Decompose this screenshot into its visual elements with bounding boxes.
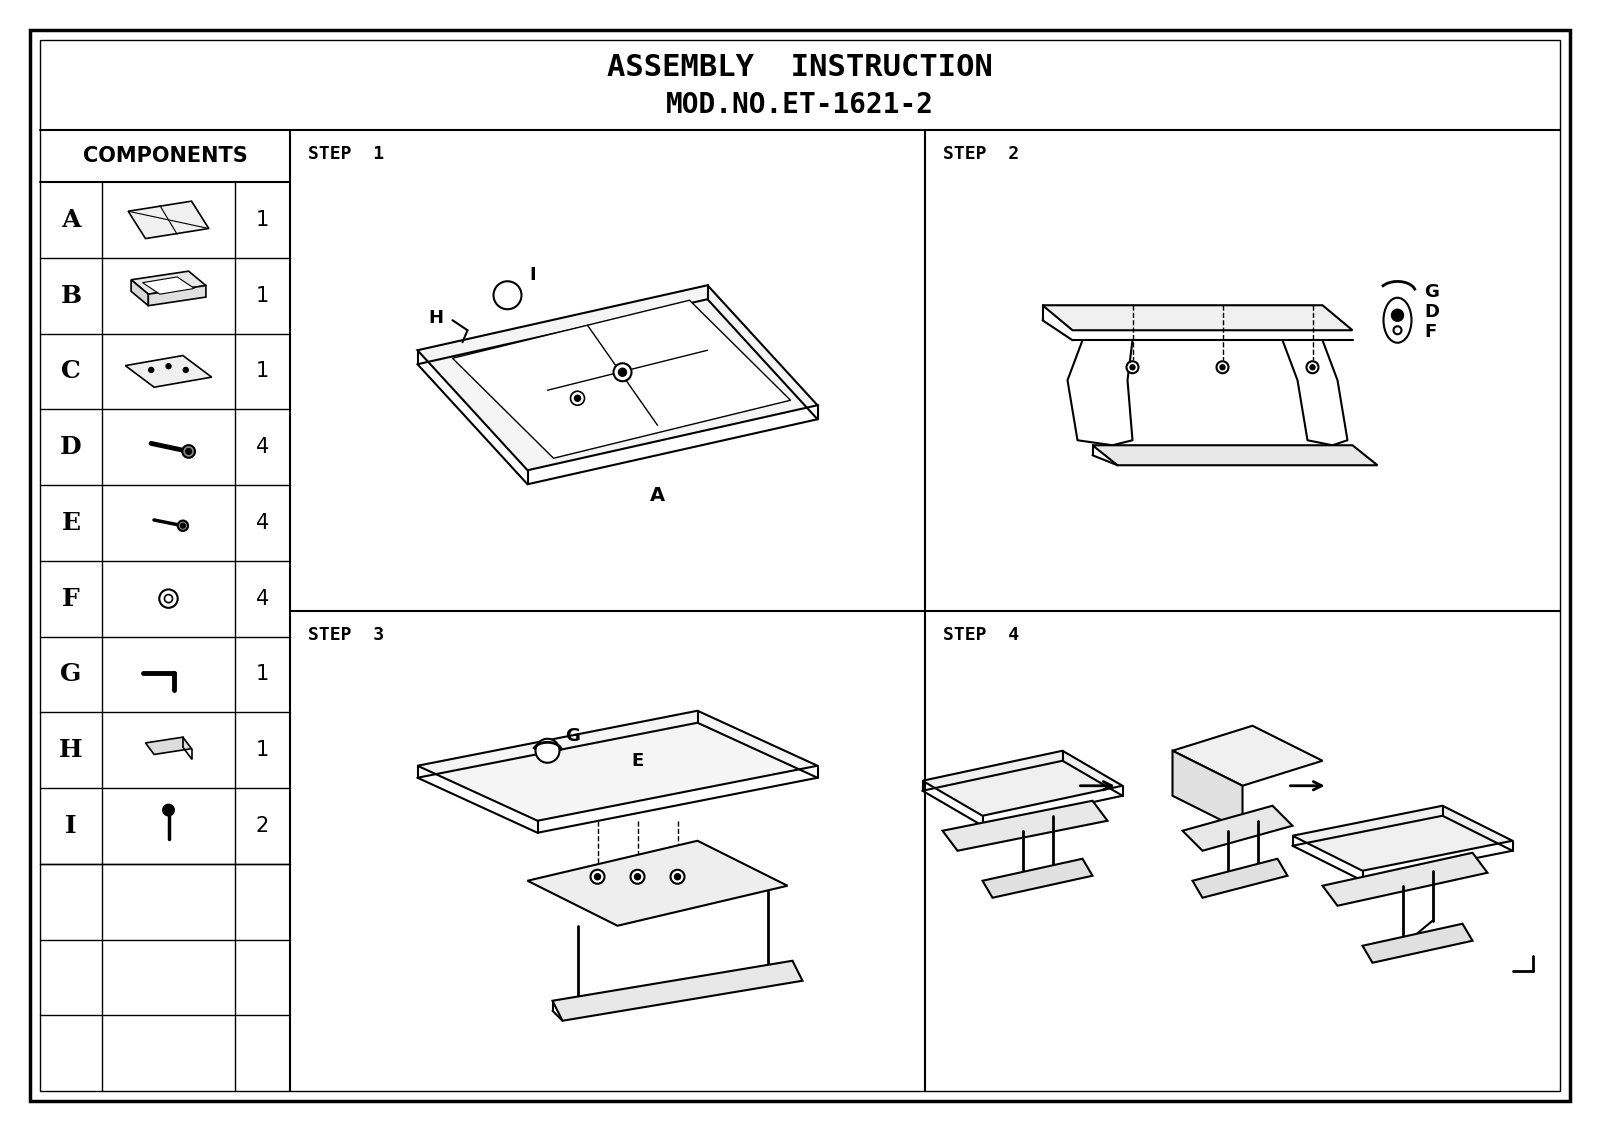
Polygon shape: [146, 737, 192, 754]
Polygon shape: [142, 277, 195, 294]
Polygon shape: [552, 960, 803, 1021]
Text: 4: 4: [256, 437, 269, 457]
Text: 1: 1: [256, 740, 269, 760]
Circle shape: [571, 391, 584, 405]
Text: A: A: [61, 208, 80, 232]
Text: MOD.NO.ET-1621-2: MOD.NO.ET-1621-2: [666, 90, 934, 119]
Circle shape: [1130, 365, 1134, 370]
Text: 4: 4: [256, 512, 269, 533]
Text: COMPONENTS: COMPONENTS: [83, 146, 248, 166]
Polygon shape: [149, 285, 206, 305]
Polygon shape: [1173, 751, 1243, 831]
Text: ASSEMBLY  INSTRUCTION: ASSEMBLY INSTRUCTION: [606, 53, 994, 83]
Polygon shape: [418, 710, 818, 821]
Text: B: B: [61, 284, 82, 308]
Polygon shape: [1173, 726, 1323, 786]
Text: 4: 4: [256, 588, 269, 608]
Circle shape: [166, 364, 171, 369]
Polygon shape: [128, 201, 208, 239]
Circle shape: [182, 446, 195, 458]
Polygon shape: [418, 285, 818, 470]
Polygon shape: [1293, 805, 1512, 871]
Circle shape: [163, 804, 174, 815]
Circle shape: [675, 874, 680, 880]
Circle shape: [178, 520, 189, 530]
Circle shape: [590, 870, 605, 883]
Circle shape: [595, 874, 600, 880]
Polygon shape: [1192, 858, 1288, 898]
Circle shape: [184, 368, 189, 372]
Circle shape: [619, 369, 627, 377]
Circle shape: [613, 363, 632, 381]
Polygon shape: [131, 279, 149, 305]
Circle shape: [149, 368, 154, 372]
Polygon shape: [453, 300, 790, 458]
Polygon shape: [982, 858, 1093, 898]
Text: STEP  3: STEP 3: [307, 625, 384, 644]
Text: F: F: [62, 587, 80, 611]
Text: 1: 1: [256, 210, 269, 230]
Text: 1: 1: [256, 664, 269, 684]
Polygon shape: [942, 801, 1107, 851]
Polygon shape: [1093, 446, 1378, 465]
Circle shape: [181, 524, 186, 528]
Text: I: I: [66, 814, 77, 838]
Polygon shape: [1363, 924, 1472, 962]
Text: D: D: [61, 435, 82, 459]
Circle shape: [493, 282, 522, 309]
Polygon shape: [1323, 853, 1488, 906]
Polygon shape: [1043, 305, 1352, 330]
Text: D: D: [1424, 303, 1440, 321]
Text: G: G: [565, 727, 579, 744]
Circle shape: [160, 589, 178, 607]
Text: 1: 1: [256, 286, 269, 305]
Circle shape: [1307, 361, 1318, 373]
Text: I: I: [530, 266, 536, 284]
Circle shape: [186, 449, 192, 455]
Polygon shape: [131, 271, 206, 294]
Ellipse shape: [1384, 297, 1411, 343]
Polygon shape: [125, 355, 211, 387]
Text: 2: 2: [256, 815, 269, 836]
Circle shape: [1310, 365, 1315, 370]
Text: STEP  4: STEP 4: [942, 625, 1019, 644]
Polygon shape: [1182, 805, 1293, 851]
Text: 1: 1: [256, 362, 269, 381]
Text: C: C: [61, 360, 82, 383]
Circle shape: [1216, 361, 1229, 373]
Text: F: F: [1424, 323, 1437, 342]
Text: A: A: [650, 485, 666, 504]
Text: STEP  1: STEP 1: [307, 145, 384, 163]
Circle shape: [630, 870, 645, 883]
Text: E: E: [61, 511, 80, 535]
Text: H: H: [429, 309, 443, 327]
Circle shape: [670, 870, 685, 883]
Circle shape: [1221, 365, 1226, 370]
Polygon shape: [923, 751, 1123, 815]
Text: G: G: [61, 663, 82, 687]
Circle shape: [1126, 361, 1139, 373]
Circle shape: [536, 739, 560, 762]
Circle shape: [1394, 326, 1402, 335]
Circle shape: [574, 395, 581, 402]
Text: G: G: [1424, 283, 1440, 301]
Text: E: E: [632, 752, 643, 770]
Text: STEP  2: STEP 2: [942, 145, 1019, 163]
Circle shape: [1392, 309, 1403, 321]
Circle shape: [165, 595, 173, 603]
Text: H: H: [59, 739, 83, 762]
Circle shape: [635, 874, 640, 880]
Polygon shape: [528, 840, 787, 926]
